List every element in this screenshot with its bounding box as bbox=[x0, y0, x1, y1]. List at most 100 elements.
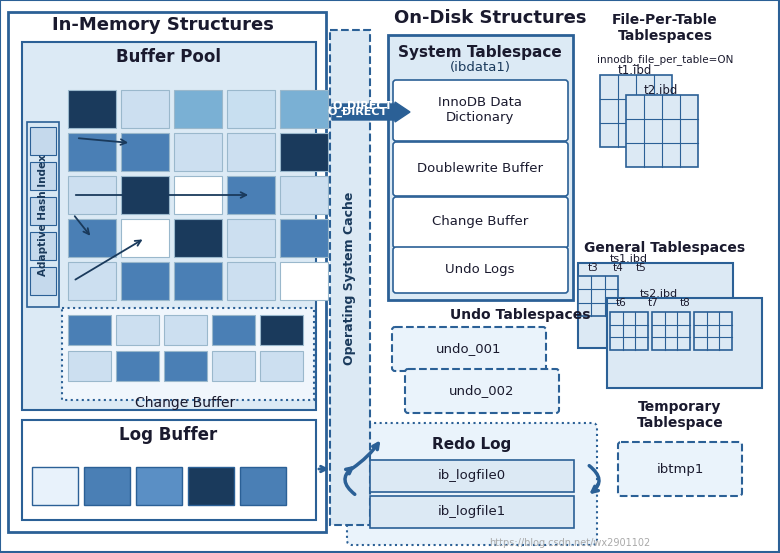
Text: Undo Logs: Undo Logs bbox=[445, 263, 515, 276]
Bar bbox=[652, 312, 690, 350]
Bar bbox=[174, 133, 222, 171]
Text: File-Per-Table
Tablespaces: File-Per-Table Tablespaces bbox=[612, 13, 718, 43]
Bar bbox=[388, 35, 573, 300]
Text: t3: t3 bbox=[588, 263, 599, 273]
Bar bbox=[227, 176, 275, 214]
Bar bbox=[174, 90, 222, 128]
FancyBboxPatch shape bbox=[405, 369, 559, 413]
Text: undo_001: undo_001 bbox=[436, 342, 502, 356]
Bar bbox=[30, 232, 56, 260]
Bar bbox=[164, 351, 207, 381]
Text: t7: t7 bbox=[648, 298, 659, 308]
Bar bbox=[212, 351, 255, 381]
FancyBboxPatch shape bbox=[392, 327, 546, 371]
FancyBboxPatch shape bbox=[393, 247, 568, 293]
Text: undo_002: undo_002 bbox=[449, 384, 515, 398]
Text: On-Disk Structures: On-Disk Structures bbox=[394, 9, 587, 27]
Bar bbox=[600, 75, 672, 147]
Text: InnoDB Data
Dictionary: InnoDB Data Dictionary bbox=[438, 96, 522, 124]
Bar bbox=[370, 496, 574, 528]
FancyBboxPatch shape bbox=[347, 423, 597, 545]
Bar bbox=[8, 12, 326, 532]
Bar bbox=[578, 276, 618, 316]
FancyBboxPatch shape bbox=[393, 197, 568, 248]
Bar bbox=[174, 219, 222, 257]
Bar bbox=[136, 467, 182, 505]
Text: System Tablespace: System Tablespace bbox=[398, 45, 562, 60]
Bar bbox=[370, 460, 574, 492]
Bar bbox=[626, 95, 698, 167]
Bar bbox=[280, 176, 328, 214]
Text: Adaptive Hash Index: Adaptive Hash Index bbox=[38, 154, 48, 276]
Bar bbox=[62, 308, 314, 400]
FancyBboxPatch shape bbox=[393, 80, 568, 141]
Bar bbox=[68, 133, 116, 171]
Bar bbox=[27, 122, 59, 307]
Bar bbox=[694, 312, 732, 350]
Text: ib_logfile0: ib_logfile0 bbox=[438, 469, 506, 483]
Text: t5: t5 bbox=[636, 263, 647, 273]
Bar bbox=[260, 315, 303, 345]
Text: ts1.ibd: ts1.ibd bbox=[610, 254, 648, 264]
Bar bbox=[280, 90, 328, 128]
Bar bbox=[121, 219, 169, 257]
Bar bbox=[116, 351, 159, 381]
Bar bbox=[578, 263, 733, 348]
Text: Buffer Pool: Buffer Pool bbox=[115, 48, 221, 66]
Bar bbox=[330, 30, 370, 525]
Bar bbox=[164, 315, 207, 345]
Bar bbox=[121, 90, 169, 128]
Bar bbox=[610, 312, 648, 350]
Text: O_DIRECT: O_DIRECT bbox=[328, 107, 388, 117]
Bar bbox=[30, 162, 56, 190]
Text: Temporary
Tablespace: Temporary Tablespace bbox=[636, 400, 723, 430]
Text: t6: t6 bbox=[616, 298, 627, 308]
Text: In-Memory Structures: In-Memory Structures bbox=[52, 16, 274, 34]
Bar bbox=[30, 197, 56, 225]
Bar bbox=[30, 267, 56, 295]
Bar bbox=[68, 176, 116, 214]
Bar bbox=[227, 133, 275, 171]
Text: ts2.ibd: ts2.ibd bbox=[640, 289, 678, 299]
Bar bbox=[280, 262, 328, 300]
Bar bbox=[280, 133, 328, 171]
Bar bbox=[280, 219, 328, 257]
Bar bbox=[121, 133, 169, 171]
FancyBboxPatch shape bbox=[393, 142, 568, 196]
Bar bbox=[116, 315, 159, 345]
Text: (ibdata1): (ibdata1) bbox=[449, 61, 510, 75]
Text: ib_logfile1: ib_logfile1 bbox=[438, 505, 506, 519]
Bar bbox=[68, 315, 111, 345]
Text: Change Buffer: Change Buffer bbox=[135, 396, 235, 410]
Bar bbox=[174, 262, 222, 300]
Bar bbox=[121, 176, 169, 214]
Text: General Tablespaces: General Tablespaces bbox=[584, 241, 746, 255]
Text: Log Buffer: Log Buffer bbox=[119, 426, 217, 444]
Bar bbox=[32, 467, 78, 505]
Bar bbox=[260, 351, 303, 381]
Text: t4: t4 bbox=[613, 263, 624, 273]
Text: Operating System Cache: Operating System Cache bbox=[343, 191, 356, 364]
Bar bbox=[84, 467, 130, 505]
Text: Redo Log: Redo Log bbox=[432, 436, 512, 451]
Text: Change Buffer: Change Buffer bbox=[432, 216, 528, 228]
Bar bbox=[227, 90, 275, 128]
Text: innodb_file_per_table=ON: innodb_file_per_table=ON bbox=[597, 55, 733, 65]
Bar bbox=[30, 127, 56, 155]
Text: O_DIRECT: O_DIRECT bbox=[333, 101, 393, 111]
Text: t2.ibd: t2.ibd bbox=[644, 85, 679, 97]
Bar bbox=[22, 42, 316, 410]
Text: Undo Tablespaces: Undo Tablespaces bbox=[450, 308, 590, 322]
Text: ibtmp1: ibtmp1 bbox=[656, 462, 704, 476]
Text: Doublewrite Buffer: Doublewrite Buffer bbox=[417, 163, 543, 175]
Text: t8: t8 bbox=[680, 298, 691, 308]
Bar bbox=[227, 262, 275, 300]
Text: t1.ibd: t1.ibd bbox=[618, 65, 652, 77]
FancyBboxPatch shape bbox=[618, 442, 742, 496]
Bar bbox=[188, 467, 234, 505]
Bar bbox=[68, 351, 111, 381]
Bar bbox=[68, 90, 116, 128]
Bar bbox=[68, 262, 116, 300]
Bar bbox=[607, 298, 762, 388]
Bar bbox=[174, 176, 222, 214]
